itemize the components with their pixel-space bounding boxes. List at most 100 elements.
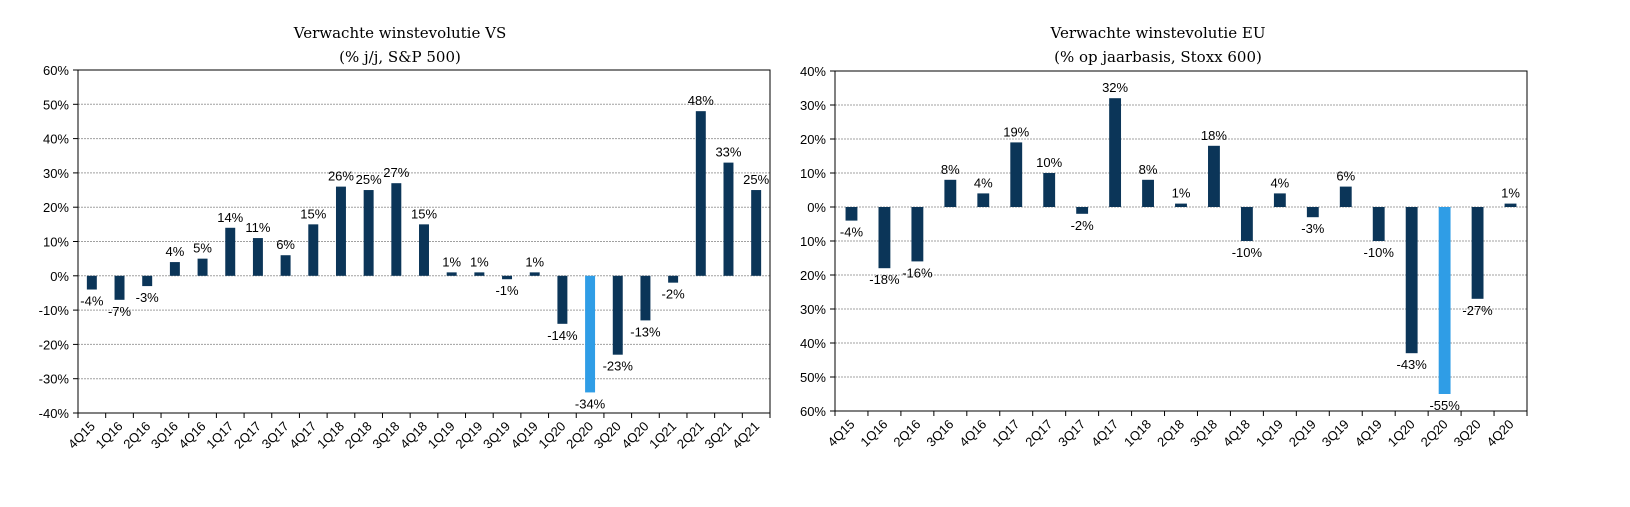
data-label: 6% <box>1336 169 1355 184</box>
y-tick-label: 10% <box>43 235 69 250</box>
bar <box>169 262 180 276</box>
data-label: 4% <box>165 244 184 259</box>
data-label: -55% <box>1429 398 1460 413</box>
chart-subtitle: (% j/j, S&P 500) <box>339 48 461 66</box>
y-tick-label: 0% <box>807 200 826 215</box>
data-label: 26% <box>328 169 354 184</box>
data-label: 15% <box>411 206 437 221</box>
data-label: 19% <box>1003 124 1029 139</box>
x-tick-label: 4Q18 <box>1220 417 1253 450</box>
bar <box>723 162 734 276</box>
data-label: 32% <box>1102 80 1128 95</box>
x-tick-label: 4Q18 <box>397 419 430 452</box>
bar <box>391 183 402 276</box>
x-tick-label: 2Q21 <box>674 419 707 452</box>
bar <box>751 190 762 276</box>
bar <box>197 258 208 276</box>
x-tick-label: 2Q20 <box>563 419 596 452</box>
data-label: 10% <box>1036 155 1062 170</box>
y-tick-label: 0% <box>50 269 69 284</box>
x-tick-label: 3Q16 <box>923 417 956 450</box>
data-label: -7% <box>108 304 132 319</box>
data-label: -23% <box>603 359 634 374</box>
x-tick-label: 3Q20 <box>591 419 624 452</box>
bar <box>1405 207 1418 354</box>
bar <box>529 272 540 276</box>
data-label: -2% <box>662 287 686 302</box>
data-label: 4% <box>974 175 993 190</box>
data-label: -10% <box>1232 245 1263 260</box>
bar <box>1471 207 1484 299</box>
x-tick-label: 1Q20 <box>1385 417 1418 450</box>
bar <box>142 275 153 287</box>
data-label: 1% <box>1501 186 1520 201</box>
bar <box>1438 207 1451 394</box>
bar <box>1142 179 1154 207</box>
data-label: -16% <box>902 265 933 280</box>
x-tick-label: 4Q20 <box>618 419 651 452</box>
x-tick-label: 1Q17 <box>203 419 236 452</box>
x-tick-label: 1Q18 <box>314 419 347 452</box>
x-tick-label: 3Q16 <box>148 419 181 452</box>
x-tick-label: 2Q18 <box>342 419 375 452</box>
data-label: 1% <box>470 254 489 269</box>
bar <box>911 207 924 262</box>
x-tick-label: 2Q20 <box>1418 417 1451 450</box>
y-tick-label: 50% <box>43 97 69 112</box>
chart-subtitle: (% op jaarbasis, Stoxx 600) <box>1054 48 1262 66</box>
x-tick-label: 3Q19 <box>1319 417 1352 450</box>
x-tick-label: 1Q16 <box>857 417 890 450</box>
y-tick-label: -50% <box>800 370 826 385</box>
y-tick-label: -60% <box>800 404 826 419</box>
y-tick-label: 20% <box>43 200 69 215</box>
data-label: 8% <box>941 162 960 177</box>
bar <box>502 275 513 280</box>
x-tick-label: 3Q21 <box>701 419 734 452</box>
chart-us-earnings: Verwachte winstevolutie VS (% j/j, S&P 5… <box>0 0 800 502</box>
bar <box>1175 203 1187 207</box>
y-tick-label: -20% <box>800 268 826 283</box>
y-tick-label: 60% <box>43 63 69 78</box>
bar <box>446 272 457 276</box>
data-label: 25% <box>743 172 769 187</box>
data-label: -1% <box>495 283 519 298</box>
bar <box>1010 142 1023 207</box>
data-label: 18% <box>1201 128 1227 143</box>
bar <box>845 207 858 221</box>
chart-eu-earnings: Verwachte winstevolutie EU (% op jaarbas… <box>796 0 1630 502</box>
bar <box>86 275 97 290</box>
y-tick-label: 40% <box>43 132 69 147</box>
data-label: 25% <box>356 172 382 187</box>
y-tick-label: 20% <box>800 132 826 147</box>
x-tick-label: 2Q19 <box>1286 417 1319 450</box>
x-tick-label: 2Q16 <box>120 419 153 452</box>
bar <box>1076 207 1089 214</box>
bar <box>1306 207 1319 218</box>
x-tick-label: 1Q20 <box>535 419 568 452</box>
plot-area: -60% -50% -40% -30% -20% -10% 0% 10% 20% 30% 40% -4… <box>796 64 1528 450</box>
x-tick-label: 4Q16 <box>176 419 209 452</box>
x-tick-label: 1Q19 <box>1253 417 1286 450</box>
y-tick-label: -40% <box>39 406 70 421</box>
x-tick-label: 4Q20 <box>1484 417 1517 450</box>
data-label: 1% <box>1172 186 1191 201</box>
bar <box>944 179 957 207</box>
x-tick-label: 2Q17 <box>231 419 264 452</box>
data-label: -4% <box>840 225 864 240</box>
y-tick-label: 30% <box>800 98 826 113</box>
bar <box>612 275 623 355</box>
data-label: -3% <box>136 290 160 305</box>
x-tick-label: 3Q20 <box>1451 417 1484 450</box>
x-tick-label: 3Q18 <box>369 419 402 452</box>
y-tick-label: 10% <box>800 166 826 181</box>
bar <box>1339 186 1352 207</box>
bar <box>1504 203 1517 207</box>
y-tick-label: 30% <box>43 166 69 181</box>
bar <box>363 190 374 276</box>
x-tick-label: 4Q19 <box>1352 417 1385 450</box>
y-tick-label: -30% <box>39 372 70 387</box>
chart-title: Verwachte winstevolutie EU <box>1050 24 1266 42</box>
data-label: -43% <box>1396 357 1427 372</box>
data-label: 27% <box>383 165 409 180</box>
bar <box>1109 98 1122 207</box>
